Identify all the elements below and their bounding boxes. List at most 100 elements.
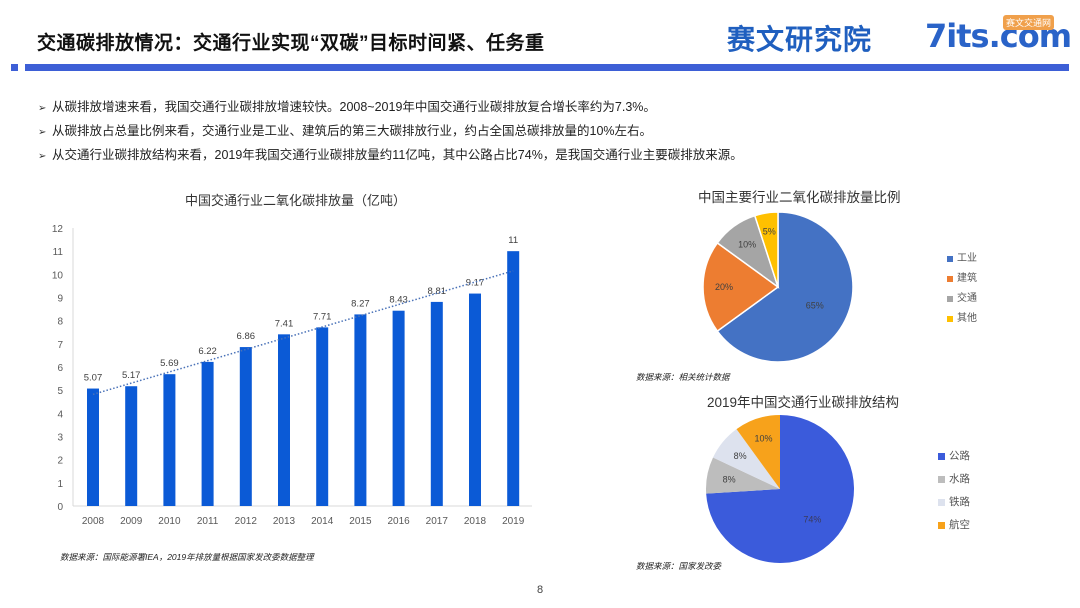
legend-swatch (947, 296, 953, 302)
legend-item: 建筑 (947, 269, 977, 289)
legend-swatch (938, 453, 945, 460)
legend-item: 航空 (938, 514, 970, 537)
bar (278, 334, 290, 506)
legend-swatch (947, 256, 953, 262)
pie-slice (706, 415, 854, 563)
pie-slice (705, 457, 780, 494)
pie2-source: 数据来源：国家发改委 (636, 561, 722, 571)
x-tick-label: 2008 (82, 516, 105, 527)
logo-research-institute: 赛文研究院 (727, 23, 873, 56)
pie1-source: 数据来源：相关统计数据 (636, 372, 730, 382)
pie1-legend: 工业 建筑 交通 其他 (947, 249, 977, 329)
pie-slice (713, 429, 780, 489)
bar-chart-title: 中国交通行业二氧化碳排放量（亿吨） (185, 193, 407, 208)
bar-value-label: 9.17 (466, 278, 485, 289)
pie-label: 20% (715, 282, 733, 292)
pie2-legend: 公路 水路 铁路 航空 (938, 445, 970, 537)
legend-item: 公路 (938, 445, 970, 468)
bar-chart: 01234567891011125.0720085.1720095.692010… (52, 224, 532, 527)
legend-swatch (947, 316, 953, 322)
arrow-right-icon: ➢ (38, 151, 47, 162)
x-tick-label: 2014 (311, 516, 334, 527)
pie2-title: 2019年中国交通行业碳排放结构 (707, 395, 900, 410)
legend-swatch (938, 499, 945, 506)
legend-swatch (947, 276, 953, 282)
bar-value-label: 5.07 (84, 373, 103, 384)
x-tick-label: 2016 (387, 516, 410, 527)
pie-slice (702, 241, 780, 333)
arrow-right-icon: ➢ (38, 103, 47, 114)
bar-value-label: 7.71 (313, 311, 332, 322)
y-tick-label: 10 (52, 270, 64, 281)
bar-chart-source: 数据来源：国际能源署IEA，2019年排放量根据国家发改委数据整理 (60, 552, 314, 562)
pie-label: 10% (755, 433, 773, 443)
bar (354, 314, 367, 506)
x-tick-label: 2013 (273, 516, 296, 527)
y-tick-label: 3 (57, 433, 63, 444)
y-tick-label: 0 (57, 502, 63, 513)
legend-swatch (938, 476, 945, 483)
y-tick-label: 9 (57, 294, 63, 305)
legend-item: 铁路 (938, 491, 970, 514)
pie-label: 8% (723, 474, 736, 484)
bar (316, 327, 329, 506)
bar-value-label: 8.81 (428, 286, 447, 297)
bar-value-label: 6.22 (198, 346, 217, 357)
x-tick-label: 2012 (235, 516, 258, 527)
bar-value-label: 5.69 (160, 358, 179, 369)
x-tick-label: 2019 (502, 516, 525, 527)
page-number: 8 (537, 584, 544, 596)
bar-value-label: 5.17 (122, 370, 141, 381)
x-tick-label: 2010 (158, 516, 181, 527)
x-tick-label: 2015 (349, 516, 372, 527)
bar (392, 310, 405, 506)
bullet-item: ➢ 从交通行业碳排放结构来看，2019年我国交通行业碳排放量约11亿吨，其中公路占… (38, 145, 743, 169)
pie-label: 65% (806, 301, 824, 311)
y-tick-label: 12 (52, 224, 64, 235)
x-tick-label: 2009 (120, 516, 143, 527)
y-tick-label: 11 (53, 247, 64, 258)
bullet-item: ➢ 从碳排放增速来看，我国交通行业碳排放增速较快。2008~2019年中国交通行业… (38, 97, 743, 121)
y-tick-label: 8 (57, 317, 63, 328)
y-tick-label: 4 (57, 409, 63, 420)
legend-item: 工业 (947, 249, 977, 269)
pie-slice (753, 211, 779, 288)
logo-badge: 赛文交通网 (1003, 15, 1055, 30)
legend-item: 交通 (947, 289, 977, 309)
legend-swatch (938, 522, 945, 529)
bar-value-label: 7.41 (275, 318, 294, 329)
pie-slice (716, 211, 854, 363)
x-tick-label: 2011 (197, 516, 219, 527)
pie-label: 74% (803, 514, 821, 524)
bar (163, 374, 176, 506)
y-tick-label: 5 (57, 386, 63, 397)
legend-item: 水路 (938, 468, 970, 491)
bullet-list: ➢ 从碳排放增速来看，我国交通行业碳排放增速较快。2008~2019年中国交通行业… (38, 97, 743, 169)
header-accent-square (11, 64, 18, 71)
pie1-title: 中国主要行业二氧化碳排放量比例 (698, 190, 901, 205)
bar (201, 361, 214, 506)
arrow-right-icon: ➢ (38, 127, 47, 138)
y-tick-label: 1 (57, 479, 63, 490)
x-tick-label: 2017 (426, 516, 449, 527)
pie-label: 10% (738, 240, 756, 250)
pie-label: 5% (763, 226, 776, 236)
page-title: 交通碳排放情况：交通行业实现“双碳”目标时间紧、任务重 (37, 33, 545, 54)
bar-value-label: 8.27 (351, 298, 370, 309)
header-divider (25, 64, 1069, 71)
bar-value-label: 6.86 (237, 331, 256, 342)
bar (507, 251, 520, 506)
pie-chart-transport: 74% 8% 8% 10% (705, 415, 854, 563)
bar-value-label: 11 (508, 235, 518, 246)
x-tick-label: 2018 (464, 516, 487, 527)
bar (430, 301, 443, 506)
trend-line (92, 270, 514, 396)
bullet-item: ➢ 从碳排放占总量比例来看，交通行业是工业、建筑后的第三大碳排放行业，约占全国总碳… (38, 121, 743, 145)
bar-value-label: 8.43 (389, 295, 408, 306)
y-tick-label: 7 (57, 340, 63, 351)
bar (239, 347, 252, 506)
bar (469, 293, 481, 506)
y-tick-label: 2 (57, 456, 63, 467)
pie-label: 8% (734, 451, 747, 461)
